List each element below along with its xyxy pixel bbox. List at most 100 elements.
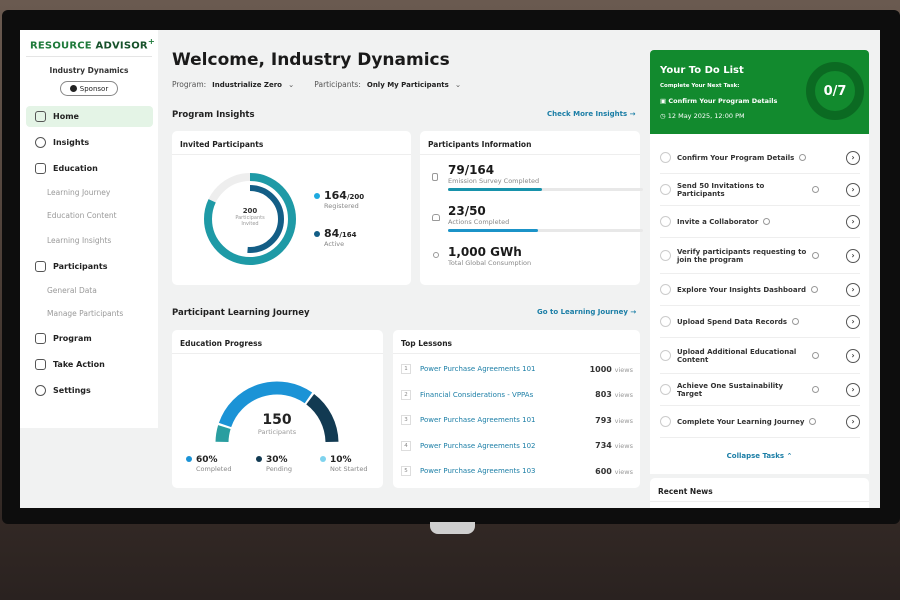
go-to-learning-journey-link[interactable]: Go to Learning Journey → (537, 308, 636, 316)
todo-item[interactable]: Upload Spend Data Records › (660, 306, 860, 338)
collapse-tasks-button[interactable]: Collapse Tasks ⌃ (650, 452, 869, 460)
lesson-title-link[interactable]: Power Purchase Agreements 101 (420, 416, 536, 424)
clock-icon: ◷ (660, 112, 668, 120)
next-task-link[interactable]: ▣ Confirm Your Program Details (660, 97, 777, 105)
sidebar-item-learning-journey[interactable]: Learning Journey (47, 188, 111, 197)
lesson-row[interactable]: 1 Power Purchase Agreements 101 1000 views (401, 364, 633, 374)
sidebar-item-education-content[interactable]: Education Content (47, 211, 117, 220)
checkbox[interactable] (660, 184, 671, 195)
logo[interactable]: RESOURCE ADVISOR+ (30, 36, 156, 52)
chevron-right-icon[interactable]: › (846, 182, 860, 197)
nav-label: Participants (53, 262, 108, 271)
todo-item[interactable]: Achieve One Sustainability Target › (660, 374, 860, 406)
sidebar-item-participants[interactable]: Participants (26, 256, 153, 277)
participants-information-card: Participants Information 79/164 Emission … (420, 131, 643, 285)
monitor-stand (430, 522, 475, 534)
gauge-completed (218, 381, 313, 428)
sidebar-item-program[interactable]: Program (26, 328, 153, 349)
checkbox[interactable] (660, 416, 671, 427)
gauge-center: 150 Participants (242, 412, 312, 436)
help-icon[interactable] (792, 318, 800, 325)
chevron-right-icon[interactable]: › (846, 214, 860, 229)
link-label: Go to Learning Journey (537, 308, 628, 316)
todo-item[interactable]: Explore Your Insights Dashboard › (660, 274, 860, 306)
todo-item[interactable]: Invite a Collaborator › (660, 206, 860, 238)
lesson-row[interactable]: 5 Power Purchase Agreements 103 600 views (401, 466, 633, 476)
lesson-title-link[interactable]: Power Purchase Agreements 101 (420, 365, 536, 373)
chevron-right-icon[interactable]: › (846, 248, 860, 263)
filters-bar: Program: Industrialize Zero ⌄ Participant… (172, 80, 461, 89)
info-row: 23/50 Actions Completed (448, 204, 643, 232)
lesson-title-link[interactable]: Power Purchase Agreements 103 (420, 467, 536, 475)
sidebar-item-take-action[interactable]: Take Action (26, 354, 153, 375)
help-icon[interactable] (809, 418, 817, 425)
todo-item[interactable]: Confirm Your Program Details › (660, 142, 860, 174)
help-icon[interactable] (812, 252, 819, 259)
sidebar-item-manage-participants[interactable]: Manage Participants (47, 309, 124, 318)
help-icon[interactable] (812, 352, 819, 359)
home-icon (35, 111, 46, 122)
sidebar-item-settings[interactable]: Settings (26, 380, 153, 401)
checkbox[interactable] (660, 316, 671, 327)
views-count: 793 (595, 415, 612, 425)
chevron-right-icon[interactable]: › (846, 348, 860, 363)
nav-label: Home (53, 112, 79, 121)
todo-item[interactable]: Complete Your Learning Journey › (660, 406, 860, 438)
chevron-right-icon[interactable]: › (846, 314, 860, 329)
lesson-row[interactable]: 3 Power Purchase Agreements 101 793 views (401, 415, 633, 425)
registered-arc (204, 173, 296, 265)
checkbox[interactable] (660, 152, 671, 163)
task-label: Invite a Collaborator (677, 217, 759, 226)
checkbox[interactable] (660, 350, 671, 361)
chevron-right-icon[interactable]: › (846, 282, 860, 297)
sidebar-item-education[interactable]: Education (26, 158, 153, 179)
sidebar-item-home[interactable]: Home (26, 106, 153, 127)
lesson-title-link[interactable]: Financial Considerations - VPPAs (420, 390, 534, 399)
todo-count: 0/7 (823, 83, 847, 99)
action-icon (35, 359, 46, 370)
help-icon[interactable] (811, 286, 819, 293)
todo-item[interactable]: Upload Additional Educational Content › (660, 338, 860, 374)
chevron-down-icon[interactable]: ⌄ (454, 80, 462, 89)
checkbox[interactable] (660, 284, 671, 295)
sidebar-item-learning-insights[interactable]: Learning Insights (47, 236, 112, 245)
progress-bar (448, 188, 643, 191)
todo-item[interactable]: Verify participants requesting to join t… (660, 238, 860, 274)
chevron-down-icon[interactable]: ⌄ (287, 80, 295, 89)
help-icon[interactable] (799, 154, 807, 161)
lesson-views: 734 views (595, 441, 633, 450)
lesson-row[interactable]: 2 Financial Considerations - VPPAs 803 vie… (401, 389, 633, 400)
link-label: Check More Insights (547, 110, 628, 118)
sidebar-item-insights[interactable]: Insights (26, 132, 153, 153)
chevron-right-icon[interactable]: › (846, 382, 860, 397)
lesson-row[interactable]: 4 Power Purchase Agreements 102 734 views (401, 440, 633, 451)
sponsor-icon (69, 85, 77, 92)
task-label: Upload Spend Data Records (677, 317, 788, 326)
check-more-insights-link[interactable]: Check More Insights → (547, 110, 636, 118)
views-count: 803 (595, 390, 612, 399)
sidebar-item-general-data[interactable]: General Data (47, 286, 97, 295)
checkbox[interactable] (660, 384, 671, 395)
views-label: views (614, 365, 633, 374)
views-count: 600 (595, 466, 612, 476)
help-icon[interactable] (763, 218, 771, 225)
help-icon[interactable] (812, 386, 819, 393)
lesson-title-link[interactable]: Power Purchase Agreements 102 (420, 441, 536, 450)
info-value: 23/50 (448, 204, 486, 218)
stat-total: /200 (346, 193, 365, 201)
lightbulb-icon (433, 252, 439, 258)
chevron-right-icon[interactable]: › (846, 150, 860, 165)
help-icon[interactable] (812, 186, 819, 193)
participants-select[interactable]: Only My Participants (366, 80, 449, 89)
todo-item[interactable]: Send 50 Invitations to Participants › (660, 174, 860, 206)
lesson-rank: 4 (401, 440, 411, 451)
legend-label: Pending (266, 465, 292, 473)
chevron-right-icon[interactable]: › (846, 414, 860, 429)
checkbox[interactable] (660, 216, 671, 227)
section-title: Participant Learning Journey (172, 308, 310, 318)
sidebar: RESOURCE ADVISOR+ Industry Dynamics Spon… (20, 30, 158, 428)
checkbox[interactable] (660, 250, 671, 261)
views-count: 1000 (589, 364, 612, 374)
stat-label: Active (324, 240, 345, 248)
program-select[interactable]: Industrialize Zero (212, 80, 282, 89)
